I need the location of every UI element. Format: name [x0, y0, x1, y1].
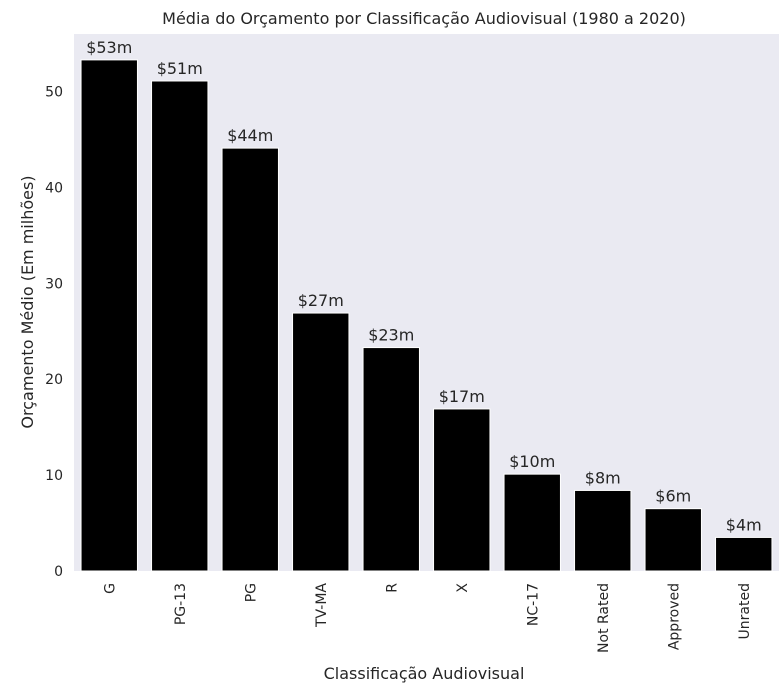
- bar-nc-17: [503, 473, 561, 572]
- x-tick-label: R: [384, 583, 400, 593]
- data-label: $51m: [157, 59, 203, 78]
- bar-g: [80, 59, 138, 572]
- bar-approved: [644, 508, 702, 572]
- data-label: $27m: [298, 291, 344, 310]
- data-label: $8m: [585, 468, 621, 487]
- bar-unrated: [715, 536, 773, 572]
- x-tick-label: Unrated: [737, 583, 753, 639]
- chart-title: Média do Orçamento por Classificação Aud…: [162, 9, 686, 28]
- bar-pg-13: [151, 80, 209, 572]
- x-tick-label: Approved: [666, 583, 682, 650]
- bar-not-rated: [574, 489, 632, 572]
- data-label: $10m: [509, 452, 555, 471]
- bar-x: [433, 408, 491, 572]
- x-tick-label: PG: [243, 583, 259, 602]
- y-axis-label: Orçamento Médio (Em milhões): [18, 175, 37, 428]
- y-tick-label: 50: [45, 85, 63, 101]
- x-tick-label: Not Rated: [596, 583, 612, 653]
- x-tick-label: TV-MA: [314, 583, 330, 628]
- x-tick-label: G: [102, 583, 118, 594]
- x-tick-label: NC-17: [525, 583, 541, 626]
- bar-tv-ma: [292, 312, 350, 572]
- y-tick-label: 40: [45, 180, 63, 196]
- x-tick-label: PG-13: [173, 583, 189, 625]
- y-tick-label: 0: [54, 564, 63, 580]
- bar-r: [362, 347, 420, 572]
- data-label: $44m: [227, 126, 273, 145]
- y-tick-label: 10: [45, 468, 63, 484]
- x-axis-label: Classificação Audiovisual: [324, 664, 525, 683]
- data-label: $6m: [655, 487, 691, 506]
- data-label: $4m: [726, 515, 762, 534]
- y-tick-label: 30: [45, 276, 63, 292]
- x-tick-label: X: [455, 583, 471, 593]
- data-label: $23m: [368, 326, 414, 345]
- data-label: $53m: [86, 38, 132, 57]
- data-label: $17m: [439, 387, 485, 406]
- y-tick-label: 20: [45, 372, 63, 388]
- bar-pg: [221, 147, 279, 572]
